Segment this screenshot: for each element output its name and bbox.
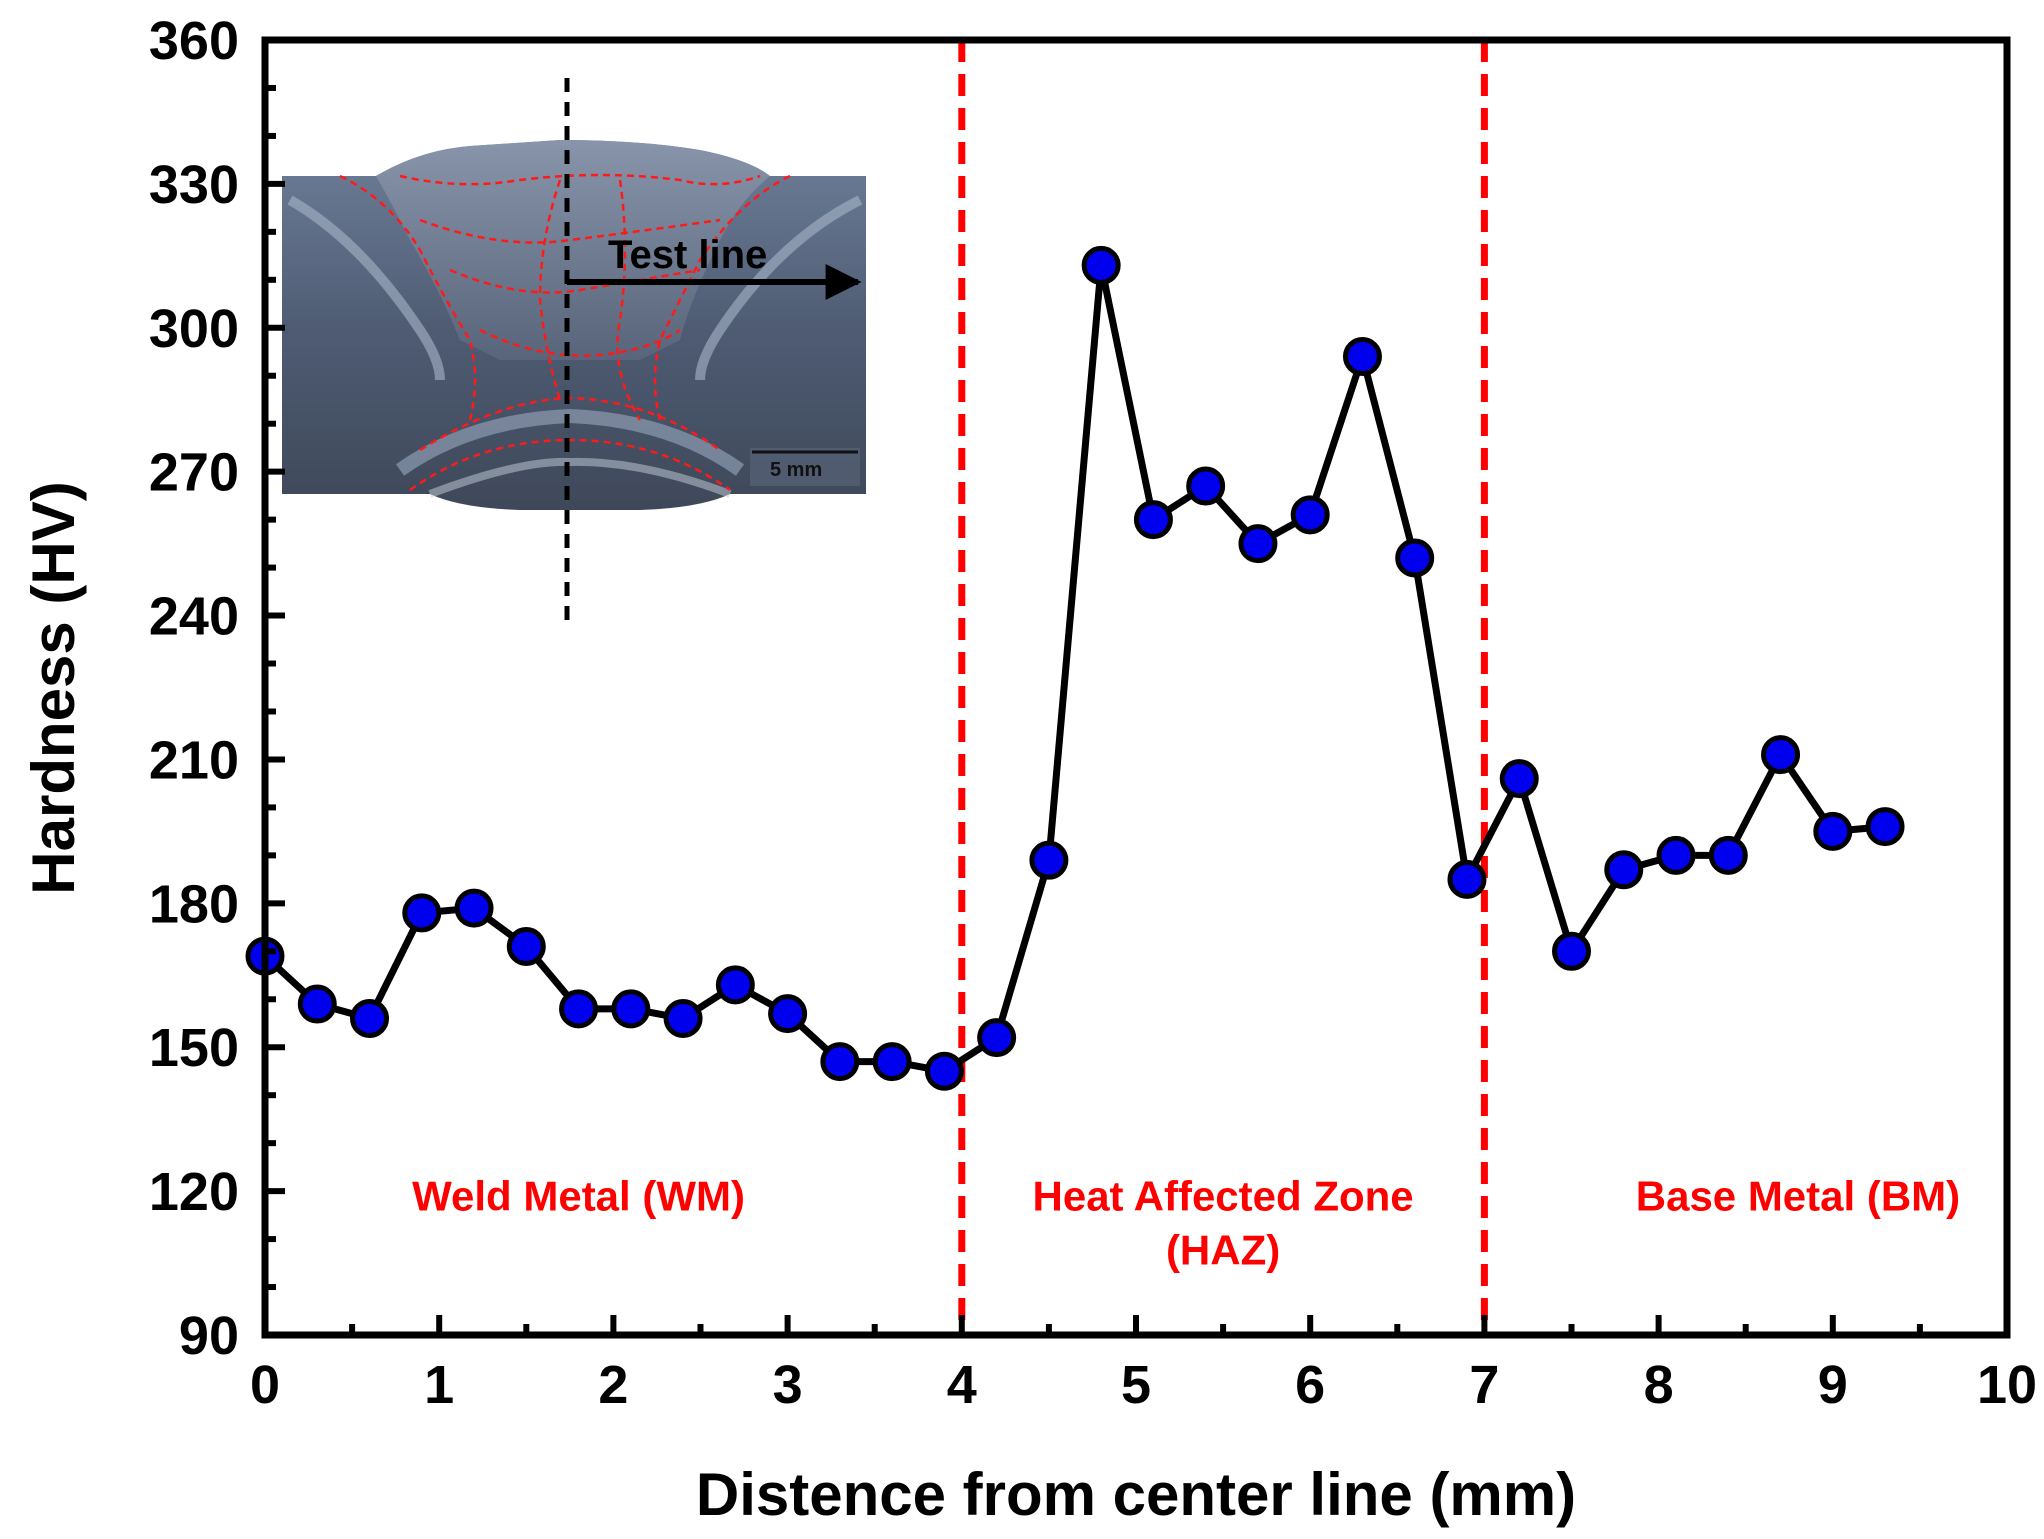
data-point — [506, 927, 546, 966]
zone-boundaries — [958, 40, 1488, 1335]
data-point — [559, 989, 599, 1029]
data-series — [245, 245, 1905, 1091]
data-point — [350, 998, 390, 1038]
x-axis-title: Distence from center line (mm) — [696, 1461, 1576, 1528]
y-tick-label: 180 — [149, 874, 239, 934]
data-point — [768, 994, 808, 1034]
zone-label-3: Base Metal (BM) — [1636, 1173, 1960, 1220]
x-tick-label: 1 — [424, 1355, 454, 1415]
x-tick-label: 4 — [947, 1355, 977, 1415]
y-tick-label: 360 — [149, 11, 239, 71]
data-point — [1029, 840, 1069, 880]
data-point — [1552, 931, 1591, 971]
data-point — [1238, 524, 1278, 564]
data-point — [1133, 500, 1173, 540]
y-tick-label: 210 — [149, 730, 239, 790]
x-tick-label: 10 — [1977, 1355, 2037, 1415]
data-point — [1290, 495, 1330, 535]
scale-bar-label: 5 mm — [770, 459, 822, 481]
data-point — [1761, 735, 1801, 775]
x-tick-label: 5 — [1121, 1355, 1151, 1415]
data-point — [924, 1051, 964, 1091]
data-point — [1656, 835, 1696, 875]
x-tick-label: 7 — [1469, 1355, 1499, 1415]
y-axis-title: Hardness (HV) — [20, 481, 87, 894]
data-point — [1447, 859, 1487, 899]
axes: 0 1 2 3 4 5 6 7 8 9 10 90 120 150 180 210 240 270 300 330 36… — [149, 11, 2037, 1415]
y-tick-label: 120 — [149, 1162, 239, 1222]
data-point — [1342, 337, 1382, 377]
data-point — [1186, 466, 1226, 506]
test-line-label: Test line — [608, 233, 767, 277]
data-point — [820, 1042, 860, 1082]
x-tick-label: 0 — [250, 1355, 280, 1415]
data-point — [715, 965, 755, 1005]
zone-labels: Weld Metal (WM) Heat Affected Zone (HAZ) Ba… — [412, 1173, 1960, 1274]
data-point — [1499, 759, 1539, 799]
y-tick-label: 240 — [149, 587, 239, 647]
zone-label-1: Weld Metal (WM) — [412, 1173, 745, 1220]
data-point — [402, 893, 442, 933]
y-tick-label: 90 — [179, 1306, 239, 1366]
data-point — [297, 984, 337, 1024]
data-point — [1813, 811, 1853, 851]
data-point — [454, 888, 494, 928]
x-tick-label: 6 — [1295, 1355, 1325, 1415]
data-point — [1708, 835, 1748, 875]
y-tick-label: 300 — [149, 299, 239, 359]
x-tick-label: 2 — [598, 1355, 628, 1415]
y-tick-label: 270 — [149, 443, 239, 503]
x-tick-label: 3 — [773, 1355, 803, 1415]
weld-macrograph-picture — [282, 136, 866, 524]
data-point — [977, 1018, 1017, 1058]
x-tick-label: 9 — [1818, 1355, 1848, 1415]
y-tick-label: 150 — [149, 1018, 239, 1078]
x-tick-label: 8 — [1644, 1355, 1674, 1415]
zone-label-2: Heat Affected Zone — [1033, 1173, 1414, 1220]
data-point — [663, 998, 703, 1038]
weld-macrograph-inset: Test line 5 mm — [282, 78, 866, 628]
data-point — [1395, 538, 1435, 578]
zone-label-2: (HAZ) — [1166, 1227, 1280, 1274]
y-tick-label: 330 — [149, 155, 239, 215]
data-point — [611, 989, 651, 1029]
data-point — [1604, 850, 1644, 890]
data-point — [872, 1042, 912, 1082]
data-point — [1865, 807, 1905, 847]
data-point — [1081, 245, 1121, 285]
